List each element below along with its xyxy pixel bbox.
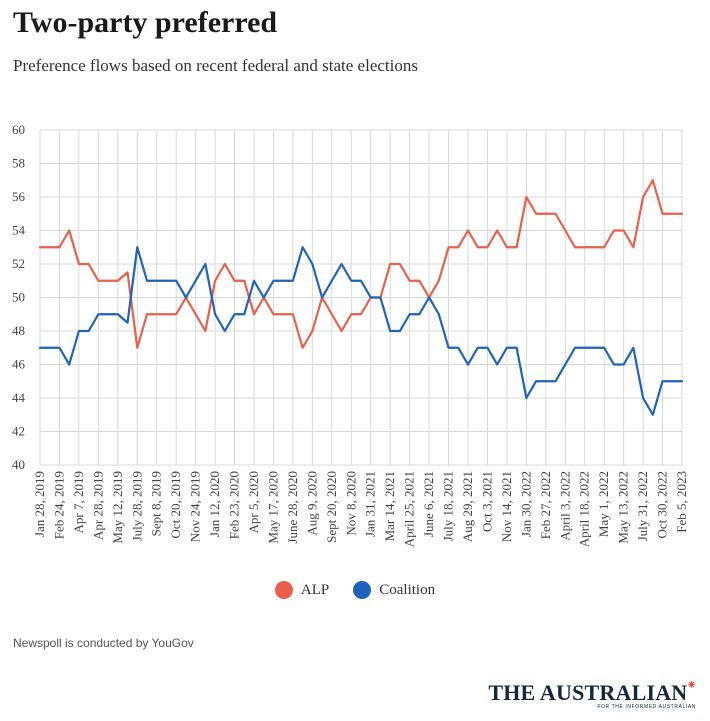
y-tick-label: 42 [12,424,25,439]
x-tick-label: Jan 30, 2022 [518,471,533,537]
x-tick-label: May 17, 2020 [265,471,280,544]
y-tick-label: 50 [12,290,25,305]
brand-name: THE AUSTRALIAN✷ [488,680,696,705]
x-tick-label: Feb 24, 2019 [51,471,66,539]
legend-label-coalition: Coalition [379,581,436,598]
footnote: Newspoll is conducted by YouGov [13,636,194,650]
x-tick-label: Mar 14, 2021 [382,471,397,541]
x-tick-label: Apr 7, 2019 [71,471,86,533]
coalition-swatch-icon [353,581,372,599]
x-tick-label: Sept 8, 2019 [149,471,164,536]
x-tick-label: Apr 28, 2019 [90,471,105,540]
x-tick-label: Aug 9, 2020 [304,471,319,536]
x-tick-label: Nov 8, 2020 [343,471,358,536]
x-tick-label: June 6, 2021 [421,471,436,537]
y-tick-label: 52 [12,256,25,271]
legend: ALP Coalition [0,578,710,602]
x-tick-label: Sept 20, 2020 [324,471,339,543]
x-tick-label: Aug 29, 2021 [460,471,475,542]
x-tick-label: April 3, 2022 [557,471,572,541]
x-tick-label: Oct 3, 2021 [479,471,494,532]
y-axis-ticks: 40 42 44 46 48 50 52 54 56 58 60 [12,122,26,472]
x-tick-label: Oct 20, 2019 [168,471,183,539]
x-tick-label: May 1, 2022 [596,471,611,537]
brand-tagline: FOR THE INFORMED AUSTRALIAN [597,704,696,710]
x-tick-label: July 18, 2021 [441,471,456,541]
x-tick-label: July 31, 2022 [635,471,650,541]
grid [39,129,683,466]
chart-title: Two-party preferred [13,6,278,39]
x-tick-label: May 12, 2019 [110,471,125,544]
x-tick-label: Feb 5, 2023 [674,471,689,533]
y-tick-label: 44 [12,390,26,405]
x-tick-label: Feb 27, 2022 [538,471,553,539]
brand-logo: THE AUSTRALIAN✷ FOR THE INFORMED AUSTRAL… [488,680,696,710]
legend-label-alp: ALP [300,581,330,598]
series-line-coalition [38,246,684,416]
y-tick-label: 48 [12,323,25,338]
x-tick-label: Jan 28, 2019 [32,471,47,537]
x-tick-label: Jan 31, 2021 [363,471,378,537]
x-tick-label: Nov 24, 2019 [188,471,203,542]
chart-subtitle: Preference flows based on recent federal… [13,56,418,75]
x-tick-label: April 25, 2021 [402,471,417,547]
x-tick-label: Nov 14, 2021 [499,471,514,542]
x-tick-label: June 28, 2020 [285,471,300,544]
legend-item-alp[interactable]: ALP [274,581,330,599]
star-icon: ✷ [687,680,696,691]
x-axis-ticks: Jan 28, 2019 Feb 24, 2019 Apr 7, 2019 Apr 2… [32,471,689,547]
y-tick-label: 40 [12,457,25,472]
legend-item-coalition[interactable]: Coalition [353,581,435,599]
alp-swatch-icon [274,581,293,599]
x-tick-label: July 28, 2019 [129,471,144,541]
y-tick-label: 60 [12,122,25,137]
series-lines [38,179,684,416]
y-tick-label: 58 [12,156,25,171]
x-tick-label: Jan 12, 2020 [207,471,222,537]
y-tick-label: 56 [12,189,26,204]
x-tick-label: Feb 23, 2020 [227,471,242,539]
series-line-alp [38,179,684,349]
x-tick-label: April 18, 2022 [577,471,592,547]
x-tick-label: Apr 5, 2020 [246,471,261,533]
x-tick-label: Oct 30, 2022 [655,471,670,539]
y-tick-label: 46 [12,357,26,372]
x-tick-label: May 13, 2022 [616,471,631,544]
y-tick-label: 54 [12,223,26,238]
